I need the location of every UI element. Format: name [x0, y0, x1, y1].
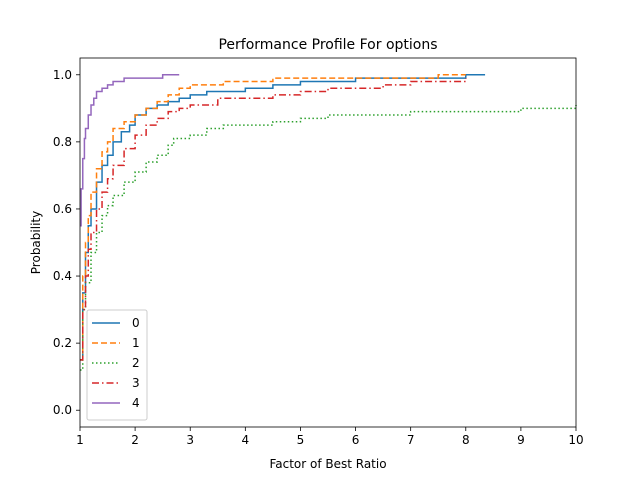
- x-tick-label: 4: [242, 433, 250, 447]
- series-layer: [80, 74, 577, 371]
- x-tick-label: 9: [517, 433, 525, 447]
- y-tick-label: 0.2: [53, 336, 72, 350]
- series-line-1: [80, 74, 466, 361]
- y-tick-label: 0.4: [53, 269, 72, 283]
- y-axis: 0.0 0.2 0.4 0.6 0.8 1.0: [53, 68, 80, 417]
- x-axis-label: Factor of Best Ratio: [269, 457, 386, 471]
- y-axis-label: Probability: [29, 211, 43, 274]
- plot-frame: [79, 57, 577, 428]
- plot-background: [80, 58, 576, 427]
- legend-label-1: 1: [132, 336, 140, 350]
- x-tick-label: 7: [407, 433, 415, 447]
- legend-label-4: 4: [132, 396, 140, 410]
- legend-label-0: 0: [132, 316, 140, 330]
- x-tick-label: 5: [297, 433, 305, 447]
- legend-items: 0 1 2 3 4: [92, 316, 140, 410]
- plot-area: [79, 57, 577, 428]
- y-tick-label: 0.8: [53, 135, 72, 149]
- x-tick-label: 10: [568, 433, 583, 447]
- legend-label-3: 3: [132, 376, 140, 390]
- x-tick-label: 8: [462, 433, 470, 447]
- series-line-2: [80, 104, 577, 371]
- series-line-3: [80, 78, 467, 361]
- y-tick-label: 0.0: [53, 403, 72, 417]
- x-tick-label: 1: [76, 433, 84, 447]
- x-tick-label: 6: [352, 433, 360, 447]
- x-tick-label: 3: [186, 433, 194, 447]
- legend-label-2: 2: [132, 356, 140, 370]
- series-line-4: [80, 74, 180, 227]
- legend: 0 1 2 3 4: [86, 309, 148, 421]
- chart-title: Performance Profile For options: [218, 37, 437, 53]
- y-tick-label: 0.6: [53, 202, 72, 216]
- x-tick-label: 2: [131, 433, 139, 447]
- x-axis: 1 2 3 4 5 6 7 8 9 10: [76, 427, 584, 447]
- legend-frame: [86, 309, 148, 421]
- y-tick-label: 1.0: [53, 68, 72, 82]
